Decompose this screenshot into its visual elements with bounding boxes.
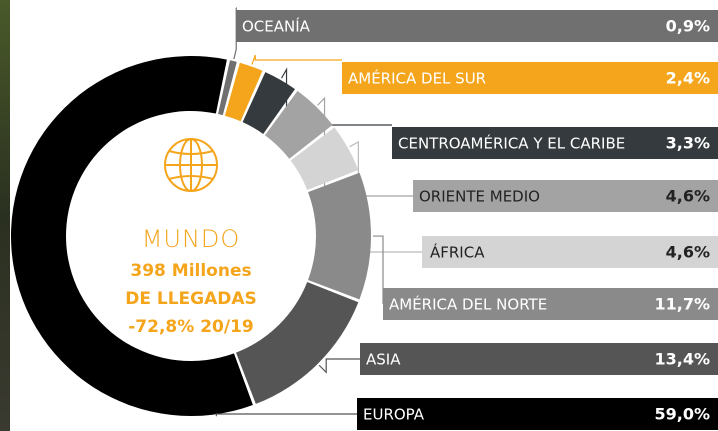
label-bar [413, 180, 718, 212]
donut-segment [242, 72, 295, 134]
donut-segment [224, 62, 263, 122]
photo-strip [0, 0, 10, 431]
value-label: 11,7% [654, 295, 710, 314]
connector [251, 54, 342, 65]
label-bar [357, 398, 718, 430]
label-bar [383, 288, 718, 320]
connector [318, 358, 360, 374]
globe-icon [164, 138, 218, 192]
donut-segment [308, 172, 371, 300]
connector [281, 67, 392, 126]
label-bar [392, 127, 718, 159]
center-line: 398 Millones [130, 261, 251, 281]
label-bar [342, 62, 718, 94]
donut-segment [290, 127, 359, 191]
label-bar [422, 236, 718, 268]
value-label: 2,4% [666, 69, 710, 88]
label-bar [360, 343, 718, 375]
label-bar [236, 10, 718, 42]
value-label: 4,6% [666, 243, 710, 262]
category-label: CENTROAMÉRICA Y EL CARIBE [398, 134, 625, 153]
value-label: 59,0% [654, 405, 710, 424]
value-label: 13,4% [654, 350, 710, 369]
category-label: ORIENTE MEDIO [419, 188, 540, 206]
category-label: ÁFRICA [430, 243, 485, 262]
value-label: 4,6% [666, 187, 710, 206]
donut-segment [236, 282, 359, 404]
value-label: 0,9% [666, 17, 710, 36]
donut-segment [10, 56, 253, 417]
category-label: OCEANÍA [242, 17, 311, 36]
category-label: ASIA [366, 351, 401, 369]
center-line: DE LLEGADAS [125, 289, 257, 309]
connector [233, 7, 237, 60]
category-label: EUROPA [363, 406, 425, 424]
category-label: AMÉRICA DEL SUR [348, 69, 486, 88]
donut-segment [218, 60, 237, 116]
connector [372, 235, 384, 304]
donut-segment [264, 90, 333, 159]
category-label: AMÉRICA DEL NORTE [389, 295, 547, 314]
center-line: -72,8% 20/19 [128, 317, 253, 337]
connector [215, 413, 357, 417]
value-label: 3,3% [666, 134, 710, 153]
center-title: MUNDO [142, 225, 241, 253]
